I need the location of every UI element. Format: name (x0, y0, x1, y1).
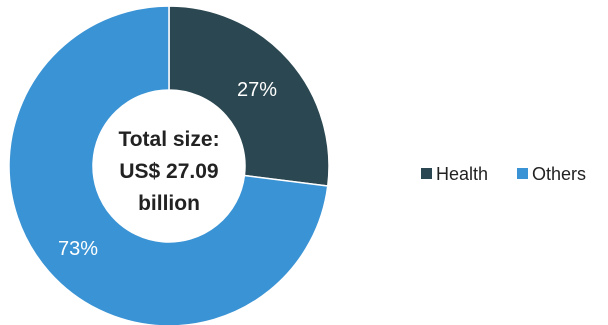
center-text-line-2: US$ 27.09 (119, 160, 218, 183)
center-text-line-1: Total size: (118, 128, 219, 151)
legend-label-others: Others (532, 164, 586, 184)
donut-hole (93, 90, 245, 242)
slice-label-health: 27% (237, 79, 277, 101)
legend-swatch-health (421, 168, 432, 179)
legend-label-health: Health (436, 164, 488, 184)
legend: Health Others (421, 164, 586, 184)
center-text-line-3: billion (138, 192, 200, 215)
center-text: Total size: US$ 27.09 billion (118, 128, 219, 215)
slice-label-others: 73% (58, 238, 98, 260)
legend-swatch-others (517, 168, 528, 179)
